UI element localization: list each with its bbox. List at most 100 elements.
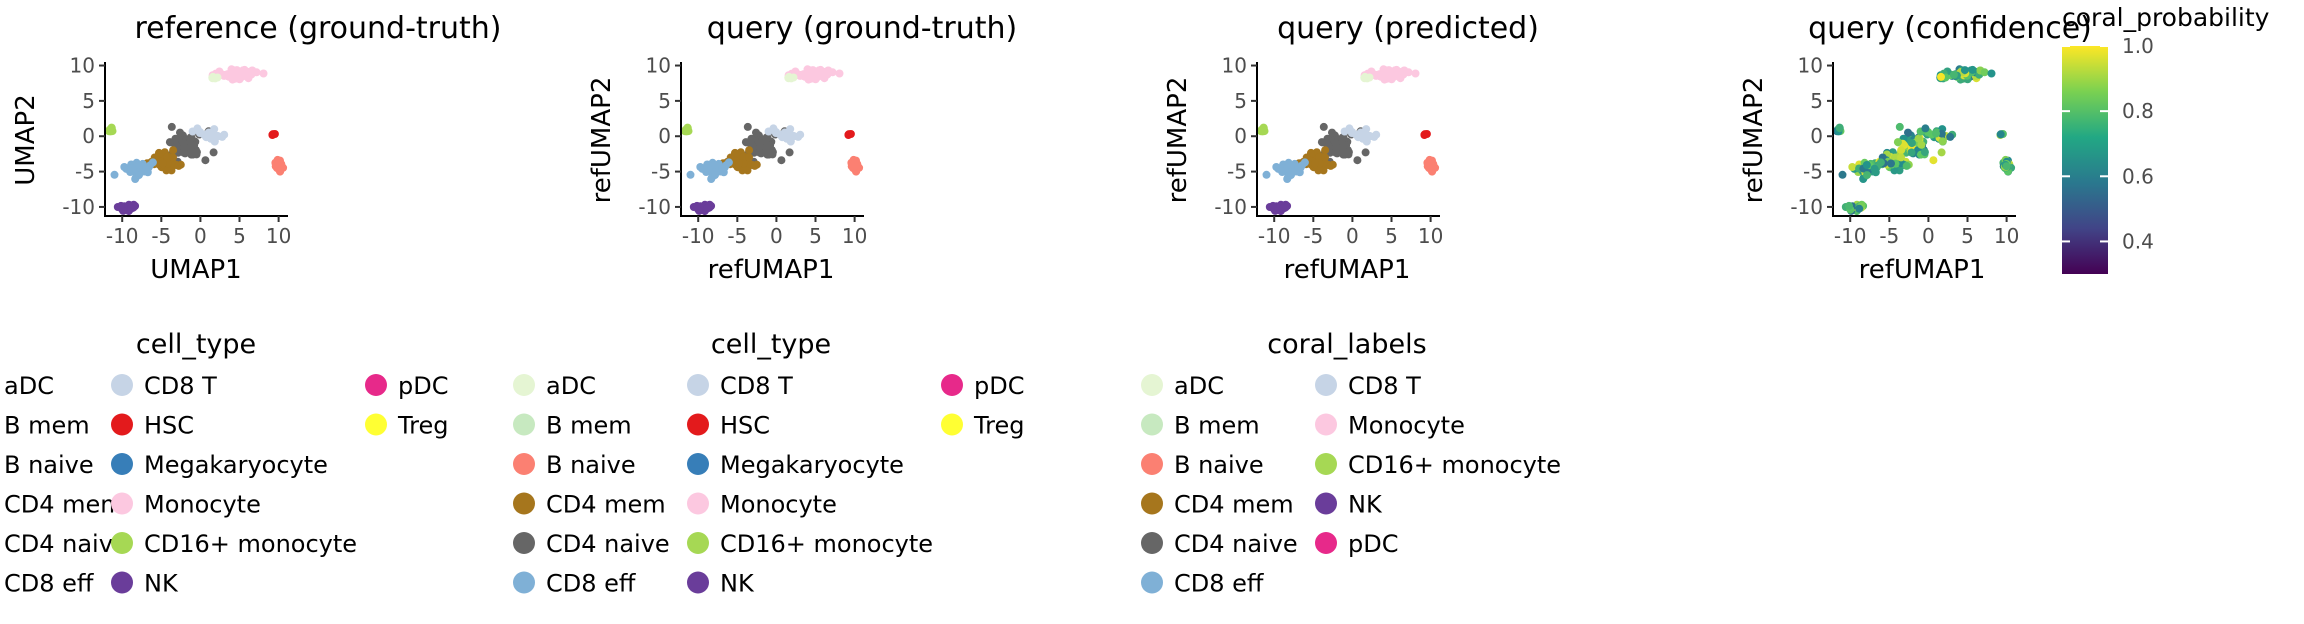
data-point (1344, 148, 1353, 157)
data-point (209, 72, 217, 81)
y-tick-label: 5 (1810, 89, 1823, 113)
data-point (1311, 159, 1319, 168)
data-point (785, 72, 793, 81)
data-point (1914, 134, 1923, 143)
data-point (785, 148, 794, 157)
data-point (1863, 171, 1871, 180)
data-point (696, 163, 705, 171)
panel-title: query (confidence) (1808, 11, 2092, 46)
data-point (745, 153, 753, 162)
data-point (143, 168, 152, 177)
x-tick-label: -10 (1834, 224, 1867, 248)
data-point (107, 124, 116, 133)
y-axis-label: refUMAP2 (587, 77, 617, 204)
data-point (1980, 68, 1989, 77)
legend-item-label: Monocyte (144, 491, 261, 519)
data-point (785, 129, 794, 138)
data-point (1404, 68, 1413, 77)
legend-swatch (941, 374, 963, 396)
legend-item-label: CD16+ monocyte (720, 530, 933, 558)
data-point (1960, 66, 1969, 75)
x-tick-label: 0 (1346, 224, 1359, 248)
legend-swatch (687, 453, 709, 475)
data-point (750, 161, 759, 170)
data-point (274, 162, 283, 171)
colorbar-tick-label: 0.4 (2122, 229, 2154, 253)
x-tick-label: -10 (106, 224, 139, 248)
x-axis-label: refUMAP1 (1284, 255, 1411, 285)
legend-item-label: CD16+ monocyte (144, 530, 357, 558)
x-axis-label: refUMAP1 (708, 255, 835, 285)
data-point (1907, 148, 1916, 157)
data-point (739, 153, 748, 162)
x-tick-label: 10 (1994, 224, 2019, 248)
y-axis-label: UMAP2 (11, 94, 41, 185)
legend-swatch (1315, 413, 1337, 436)
legend-item-label: CD8 T (1348, 372, 1421, 400)
data-point (186, 134, 195, 143)
colorbar: coral_probability 0.4 0.6 0.8 1.0 (2062, 3, 2270, 274)
legend-item-label: HSC (720, 412, 770, 440)
data-point (192, 148, 201, 157)
data-point (1287, 171, 1295, 180)
data-point (1326, 161, 1335, 170)
data-point (844, 130, 853, 139)
data-point (209, 148, 218, 157)
data-point (1835, 124, 1844, 133)
legend-item-label: Treg (973, 412, 1024, 440)
colorbar-gradient (2062, 46, 2108, 274)
legend-item-label: pDC (974, 372, 1024, 400)
legend-swatch (687, 532, 709, 554)
data-point (1295, 168, 1304, 177)
data-point (797, 70, 806, 79)
data-point (1876, 158, 1885, 167)
legend-swatch (513, 453, 535, 475)
x-tick-label: 5 (1961, 224, 1974, 248)
data-point (1262, 170, 1271, 179)
legend-item-label: NK (720, 570, 755, 598)
panel-title: reference (ground-truth) (134, 11, 501, 46)
data-point (1838, 170, 1847, 179)
data-point (1353, 156, 1362, 165)
legend-item-label: CD4 naive (546, 530, 670, 558)
legend-swatch (941, 413, 963, 436)
data-point (808, 66, 817, 75)
legend-item-label: CD8 eff (4, 570, 94, 598)
data-point (850, 162, 859, 171)
legend-swatch (111, 453, 133, 475)
x-tick-label: 10 (842, 224, 867, 248)
data-point (1987, 69, 1996, 78)
data-point (1300, 158, 1309, 167)
data-point (1932, 129, 1940, 138)
data-point (252, 68, 261, 77)
data-point (120, 163, 129, 171)
panel-title: query (predicted) (1277, 11, 1539, 46)
legend-item-label: CD8 eff (1174, 570, 1264, 598)
legend-item-label: Treg (397, 412, 448, 440)
x-tick-label: 5 (809, 224, 822, 248)
data-point (711, 171, 719, 180)
legend-swatch (111, 492, 133, 515)
data-point (240, 65, 249, 74)
legend-swatch (687, 413, 709, 436)
legend-swatch (687, 571, 709, 594)
data-point (686, 170, 695, 179)
data-point (1317, 138, 1326, 147)
x-tick-label: 10 (1418, 224, 1443, 248)
x-tick-label: -5 (727, 224, 747, 248)
colorbar-tick-label: 0.6 (2122, 164, 2154, 188)
panel-reference: reference (ground-truth) -10 -5 0 5 10 -10 -5 0… (11, 11, 502, 285)
data-point (719, 168, 728, 177)
panel-title: query (ground-truth) (707, 11, 1017, 46)
data-point (165, 138, 174, 147)
legend-item-label: CD8 T (144, 372, 217, 400)
data-point (1321, 153, 1329, 162)
data-point (174, 161, 183, 170)
legend-item-label: Megakaryocyte (144, 451, 328, 479)
data-point (167, 122, 176, 131)
legend-swatch (1141, 413, 1163, 436)
axes: -10 -5 0 5 10 -10 -5 0 5 10 (1214, 54, 1443, 248)
legend-swatch (111, 571, 133, 594)
data-point (768, 148, 777, 157)
legend-swatch (513, 374, 535, 396)
